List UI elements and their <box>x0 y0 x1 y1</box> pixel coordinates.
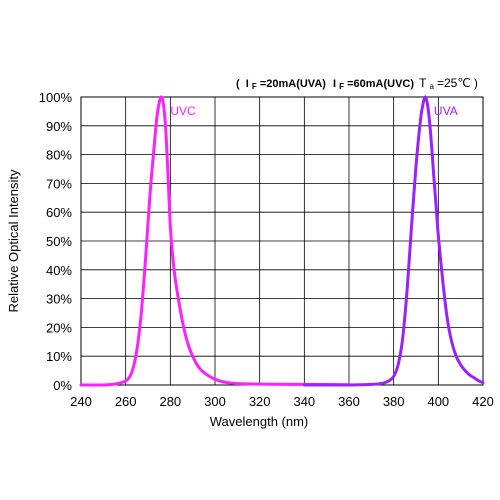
x-tick-340: 340 <box>293 394 315 409</box>
y-tick-50: 50% <box>46 234 72 249</box>
y-tick-60: 60% <box>46 205 72 220</box>
x-tick-400: 400 <box>427 394 449 409</box>
series-labels: UVC UVA <box>170 104 457 118</box>
series-lines <box>79 95 485 387</box>
x-tick-260: 260 <box>115 394 137 409</box>
y-tick-30: 30% <box>46 292 72 307</box>
series-label-uva: UVA <box>434 104 458 118</box>
y-tick-labels: 0% 10% 20% 30% 40% 50% 60% 70% 80% 90% 100% <box>39 90 73 393</box>
y-tick-90: 90% <box>46 119 72 134</box>
if-uvc-symbol: I <box>333 78 336 90</box>
series-line-uva <box>302 95 485 387</box>
if-uvc-subscript: F <box>339 82 344 91</box>
y-tick-40: 40% <box>46 263 72 278</box>
y-tick-80: 80% <box>46 148 72 163</box>
y-tick-10: 10% <box>46 349 72 364</box>
ta-value: =25℃ <box>437 76 471 90</box>
x-tick-380: 380 <box>383 394 405 409</box>
if-uva-value: =20mA(UVA) <box>260 78 326 90</box>
measurement-conditions: ( I F =20mA(UVA) I F =60mA(UVC) T a =25℃… <box>236 76 478 92</box>
x-tick-labels: 240 260 280 300 320 340 360 380 400 420 <box>70 394 494 409</box>
series-label-uvc: UVC <box>170 104 196 118</box>
x-tick-360: 360 <box>338 394 360 409</box>
x-tick-280: 280 <box>159 394 181 409</box>
if-uvc-value: =60mA(UVC) <box>347 78 414 90</box>
conditions-close: ) <box>474 76 478 90</box>
y-tick-0: 0% <box>53 378 72 393</box>
y-tick-20: 20% <box>46 320 72 335</box>
x-tick-320: 320 <box>249 394 271 409</box>
x-tick-420: 420 <box>472 394 494 409</box>
if-uva-symbol: I <box>246 78 249 90</box>
if-uva-subscript: F <box>252 82 257 91</box>
y-tick-100: 100% <box>39 90 73 105</box>
ta-subscript: a <box>429 82 434 91</box>
conditions-open: ( <box>236 78 240 90</box>
series-line-uvc <box>79 95 351 387</box>
y-tick-70: 70% <box>46 176 72 191</box>
grid-lines <box>81 97 483 385</box>
ta-symbol: T <box>419 76 427 90</box>
x-tick-300: 300 <box>204 394 226 409</box>
y-axis-title: Relative Optical Intensity <box>6 169 21 313</box>
x-tick-240: 240 <box>70 394 92 409</box>
x-axis-title: Wavelength (nm) <box>210 414 309 429</box>
